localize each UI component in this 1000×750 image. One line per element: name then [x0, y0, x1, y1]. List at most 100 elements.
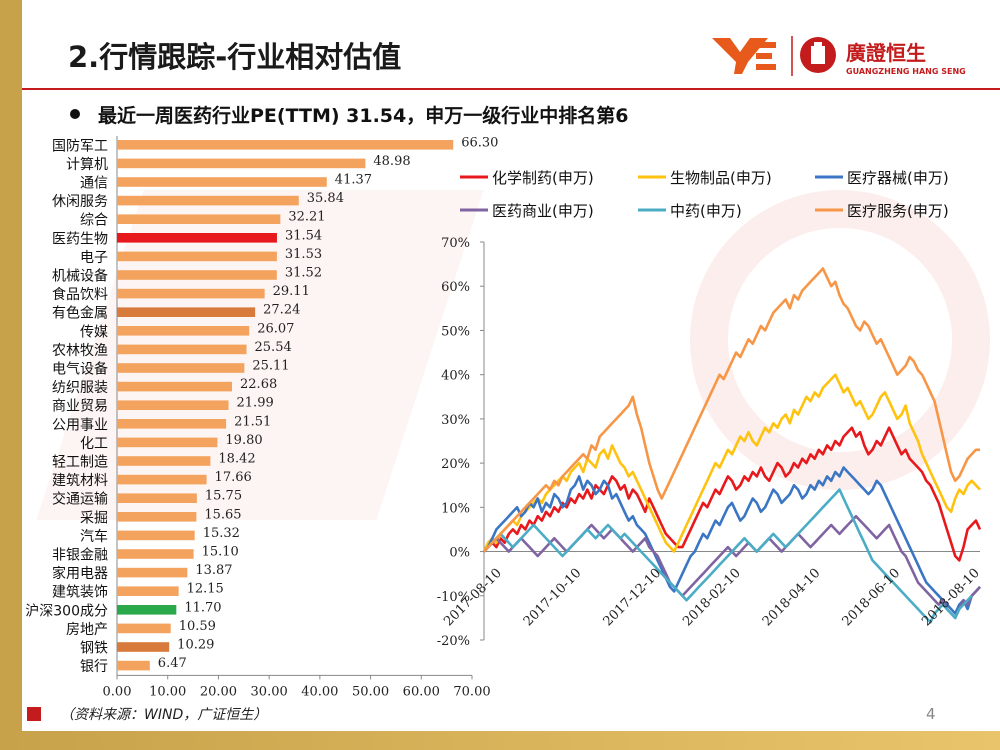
slide-title: 2.行情跟踪-行业相对估值 — [68, 40, 402, 74]
category-label: 综合 — [80, 213, 108, 229]
bar-计算机 — [117, 158, 366, 169]
y-tick-label: -20% — [437, 634, 470, 649]
y-tick-label: 60% — [441, 280, 470, 295]
bar-家用电器 — [117, 567, 188, 578]
category-label: 钢铁 — [80, 641, 108, 657]
bar-钢铁 — [117, 642, 170, 652]
value-label: 15.65 — [204, 507, 241, 522]
x-tick-label: 0.00 — [103, 684, 132, 699]
bar-化工 — [117, 437, 218, 448]
relative-performance-line-chart: 化学制药(申万) 生物制品(申万) 医疗器械(申万) 医药商业(申万) 中药(申万) 医疗… — [437, 169, 983, 649]
category-label: 建筑材料 — [52, 473, 108, 489]
y-tick-label: 0% — [449, 546, 470, 561]
bar-有色金属 — [117, 307, 256, 317]
bar-通信 — [117, 177, 327, 187]
value-label: 27.24 — [263, 303, 300, 318]
bar-汽车 — [117, 530, 195, 541]
bar-房地产 — [117, 623, 171, 634]
x-tick-label: 2018-04-10 — [760, 566, 824, 630]
category-label: 计算机 — [66, 157, 108, 173]
category-label: 轻工制造 — [52, 455, 108, 471]
x-tick-label: 10.00 — [149, 684, 186, 699]
bar-纺织服装 — [117, 381, 233, 392]
value-label: 32.21 — [288, 210, 325, 225]
legend-label: 中药(申万) — [670, 202, 742, 220]
logo-cn-text: 廣證恒生 — [846, 41, 926, 65]
value-label: 29.11 — [273, 284, 310, 299]
x-tick-label: 2017-12-10 — [601, 566, 665, 630]
series-line-中药(申万) — [483, 488, 973, 624]
series-line-化学制药(申万) — [483, 426, 982, 562]
bar-非银金融 — [117, 549, 194, 559]
title-divider — [22, 88, 1000, 90]
legend-label: 医药商业(申万) — [492, 202, 594, 220]
value-label: 48.98 — [373, 154, 410, 169]
legend-label: 医疗器械(申万) — [847, 169, 949, 187]
bar-休闲服务 — [117, 195, 299, 206]
category-label: 汽车 — [80, 528, 108, 545]
bar-采掘 — [117, 512, 197, 522]
category-label: 医药生物 — [52, 231, 108, 247]
value-label: 35.84 — [307, 191, 344, 206]
source-marker-icon — [27, 707, 41, 721]
category-label: 家用电器 — [52, 565, 108, 582]
x-tick-label: 20.00 — [200, 684, 237, 699]
x-tick-label: 2018-08-10 — [919, 566, 983, 630]
value-label: 19.80 — [225, 433, 262, 448]
x-tick-label: 30.00 — [251, 684, 288, 699]
page-number: 4 — [926, 705, 936, 723]
value-label: 15.32 — [203, 526, 240, 541]
category-label: 沪深300成分 — [25, 603, 108, 619]
y-tick-label: 70% — [441, 236, 470, 251]
ye-logo-icon — [712, 38, 776, 74]
bar-交通运输 — [117, 493, 197, 503]
bar-机械设备 — [117, 270, 277, 280]
y-tick-label: 40% — [441, 369, 470, 384]
series-line-医疗服务(申万) — [483, 267, 980, 553]
bar-电气设备 — [117, 363, 245, 373]
bullet-dot-icon — [70, 109, 80, 119]
value-label: 26.07 — [257, 321, 294, 336]
series-line-生物制品(申万) — [482, 373, 981, 553]
value-label: 31.52 — [285, 266, 322, 281]
value-label: 17.66 — [215, 470, 252, 485]
y-tick-label: 50% — [441, 324, 470, 339]
y-tick-label: 30% — [441, 413, 470, 428]
value-label: 15.75 — [205, 489, 242, 504]
category-label: 房地产 — [66, 622, 108, 638]
pe-bar-chart: 0.00 10.00 20.00 30.00 40.00 50.00 60.00 70.00 国… — [25, 135, 498, 699]
y-tick-label: 20% — [441, 457, 470, 472]
slide-subtitle: 最近一周医药行业PE(TTM) 31.54，申万一级行业中排名第6 — [98, 105, 629, 127]
bar-电子 — [117, 251, 277, 262]
legend-label: 生物制品(申万) — [670, 169, 772, 187]
value-label: 10.59 — [179, 619, 216, 634]
category-label: 传媒 — [80, 324, 108, 340]
category-label: 有色金属 — [52, 305, 108, 322]
y-tick-label: 10% — [441, 501, 470, 516]
category-label: 通信 — [80, 176, 108, 192]
bar-商业贸易 — [117, 400, 229, 410]
category-label: 电子 — [80, 250, 108, 266]
bar-建筑装饰 — [117, 586, 179, 596]
x-tick-label: 70.00 — [453, 684, 490, 699]
value-label: 31.53 — [285, 247, 322, 262]
category-label: 公用事业 — [52, 417, 108, 433]
value-label: 21.51 — [234, 414, 271, 429]
category-label: 国防军工 — [52, 138, 108, 154]
bar-医药生物 — [117, 233, 277, 243]
bar-传媒 — [117, 326, 250, 336]
bar-沪深300成分 — [117, 605, 177, 615]
left-decor-stripe — [0, 0, 22, 750]
value-label: 41.37 — [335, 173, 372, 188]
value-label: 6.47 — [158, 656, 187, 671]
category-label: 电气设备 — [52, 361, 108, 378]
value-label: 25.54 — [255, 340, 292, 355]
bar-公用事业 — [117, 419, 227, 429]
bar-国防军工 — [117, 140, 454, 150]
bar-综合 — [117, 214, 281, 224]
logo-en-text: GUANGZHENG HANG SENG — [846, 67, 966, 76]
x-tick-label: 2018-06-10 — [840, 566, 904, 630]
category-label: 商业贸易 — [52, 399, 108, 415]
value-label: 21.99 — [237, 396, 274, 411]
category-label: 机械设备 — [52, 268, 108, 285]
